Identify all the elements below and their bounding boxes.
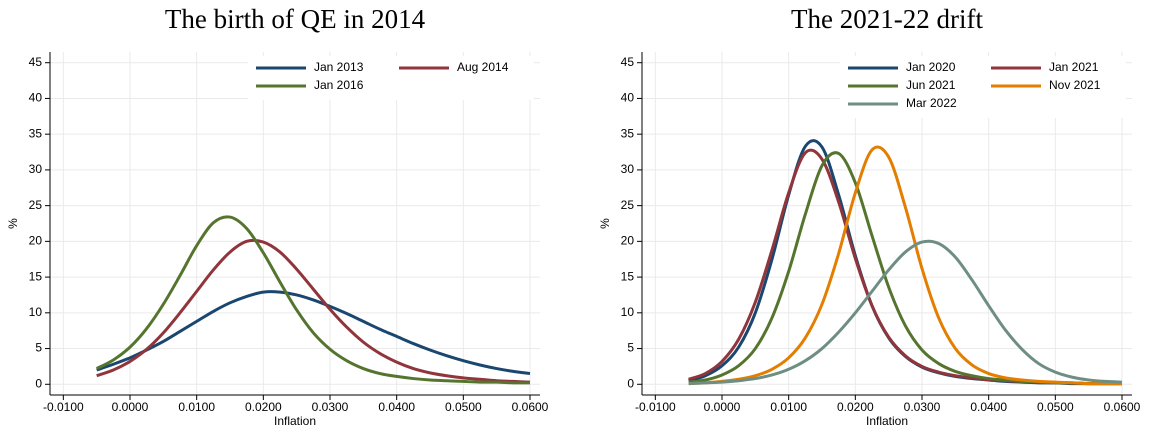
y-tick-label: 25 bbox=[29, 198, 43, 212]
y-tick-label: 0 bbox=[35, 376, 42, 390]
legend-label: Jan 2016 bbox=[314, 78, 364, 92]
x-tick-label: 0.0100 bbox=[178, 400, 215, 414]
y-tick-label: 35 bbox=[29, 126, 43, 140]
y-tick-label: 10 bbox=[621, 305, 635, 319]
y-tick-label: 20 bbox=[29, 234, 43, 248]
x-tick-label: 0.0500 bbox=[445, 400, 482, 414]
x-tick-label: 0.0300 bbox=[904, 400, 941, 414]
x-tick-label: 0.0000 bbox=[704, 400, 741, 414]
y-tick-label: 5 bbox=[627, 341, 634, 355]
x-tick-label: 0.0300 bbox=[312, 400, 349, 414]
legend-label: Jun 2021 bbox=[906, 78, 956, 92]
y-tick-label: 15 bbox=[29, 269, 43, 283]
y-tick-label: 5 bbox=[35, 341, 42, 355]
y-axis-label: % bbox=[6, 218, 20, 229]
y-tick-label: 35 bbox=[621, 126, 635, 140]
legend-label: Jan 2020 bbox=[906, 60, 956, 74]
series-line bbox=[96, 238, 531, 384]
series-line bbox=[96, 290, 531, 376]
x-tick-label: 0.0600 bbox=[1104, 400, 1141, 414]
y-tick-label: 0 bbox=[627, 376, 634, 390]
x-tick-label: 0.0200 bbox=[245, 400, 282, 414]
series-line bbox=[95, 215, 531, 385]
series-line bbox=[688, 145, 1122, 386]
legend-label: Nov 2021 bbox=[1049, 78, 1101, 92]
chart-title: The 2021-22 drift bbox=[791, 4, 983, 34]
y-tick-label: 40 bbox=[621, 91, 635, 105]
y-tick-label: 40 bbox=[29, 91, 43, 105]
y-axis-label: % bbox=[598, 218, 612, 229]
x-axis-label: Inflation bbox=[274, 414, 316, 428]
y-tick-label: 20 bbox=[621, 234, 635, 248]
x-tick-label: 0.0200 bbox=[837, 400, 874, 414]
x-tick-label: 0.0100 bbox=[770, 400, 807, 414]
y-tick-label: 10 bbox=[29, 305, 43, 319]
y-tick-label: 30 bbox=[29, 162, 43, 176]
y-tick-label: 45 bbox=[29, 55, 43, 69]
x-tick-label: 0.0400 bbox=[970, 400, 1007, 414]
x-tick-label: 0.0600 bbox=[512, 400, 549, 414]
legend-label: Aug 2014 bbox=[457, 60, 509, 74]
x-tick-label: 0.0500 bbox=[1037, 400, 1074, 414]
y-tick-label: 15 bbox=[621, 269, 635, 283]
y-tick-label: 25 bbox=[621, 198, 635, 212]
legend-box bbox=[248, 56, 534, 100]
chart-title: The birth of QE in 2014 bbox=[165, 4, 426, 34]
x-tick-label: -0.0100 bbox=[43, 400, 84, 414]
x-tick-label: 0.0400 bbox=[378, 400, 415, 414]
x-tick-label: 0.0000 bbox=[112, 400, 149, 414]
series-line bbox=[688, 239, 1123, 386]
series-line bbox=[688, 139, 1122, 386]
y-tick-label: 45 bbox=[621, 55, 635, 69]
y-tick-label: 30 bbox=[621, 162, 635, 176]
legend-label: Mar 2022 bbox=[906, 96, 957, 110]
legend-label: Jan 2021 bbox=[1049, 60, 1099, 74]
x-tick-label: -0.0100 bbox=[635, 400, 676, 414]
x-axis-label: Inflation bbox=[866, 414, 908, 428]
legend-label: Jan 2013 bbox=[314, 60, 364, 74]
